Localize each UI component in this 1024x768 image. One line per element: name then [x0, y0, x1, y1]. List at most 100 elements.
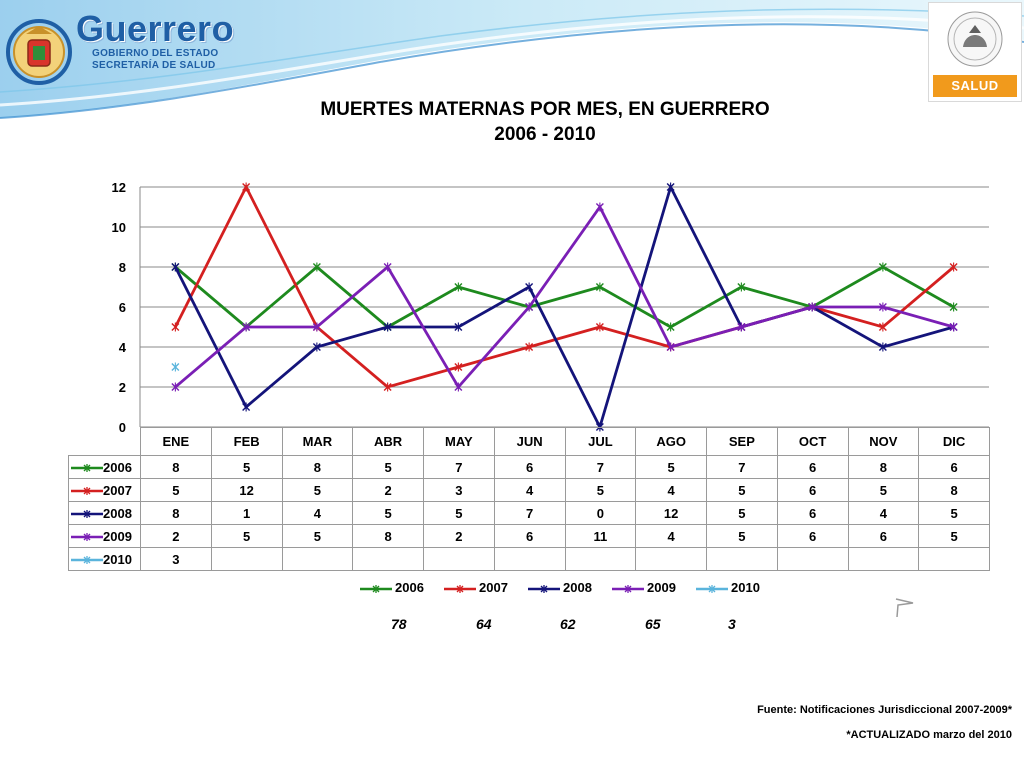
table-cell: 6 — [847, 524, 920, 548]
title-line-2: 2006 - 2010 — [494, 124, 596, 145]
yearly-totals: 78 64 62 65 3 — [0, 616, 1024, 636]
table-cell: 7 — [706, 455, 778, 479]
salud-label: SALUD — [933, 75, 1017, 97]
data-point — [171, 362, 180, 372]
y-tick-label: 10 — [112, 220, 126, 235]
data-point — [242, 402, 251, 412]
series-2007 — [171, 182, 958, 392]
table-cell: 8 — [847, 455, 920, 479]
series-key-icon — [71, 464, 103, 473]
legend-key-icon — [444, 584, 476, 593]
series-line — [174, 183, 955, 431]
column-header: OCT — [776, 427, 849, 456]
column-header: MAR — [281, 427, 354, 456]
series-key-icon — [71, 510, 103, 519]
table-cell — [706, 547, 778, 571]
table-cell: 2 — [140, 524, 212, 548]
logo-wordmark: Guerrero — [76, 8, 235, 49]
data-point — [383, 322, 392, 332]
data-point — [949, 322, 958, 332]
table-cell: 2 — [352, 478, 424, 502]
data-point — [454, 382, 463, 392]
data-table: ENE FEB MAR ABR MAY JUN JUL AGO SEP OCT NOV DIC 2006… — [68, 427, 990, 571]
year-total: 64 — [476, 616, 492, 632]
table-cell: 4 — [281, 501, 354, 525]
data-point — [949, 302, 958, 312]
table-cell: 7 — [423, 455, 495, 479]
series-line — [174, 204, 955, 390]
table-cell: 6 — [493, 455, 566, 479]
table-cell: 8 — [352, 524, 424, 548]
data-point — [666, 322, 675, 332]
data-point — [525, 302, 534, 312]
data-point — [454, 282, 463, 292]
y-tick-label: 6 — [119, 300, 126, 315]
table-cell: 8 — [918, 478, 990, 502]
table-cell: 5 — [352, 455, 424, 479]
row-header: 2008 — [68, 501, 141, 525]
data-point — [171, 322, 180, 332]
legend-label: 2006 — [395, 580, 424, 595]
data-point — [312, 322, 321, 332]
data-point — [666, 342, 675, 352]
table-cell: 5 — [281, 524, 354, 548]
legend-key-icon — [360, 584, 392, 593]
national-seal-icon — [947, 11, 1003, 67]
title-line-1: MUERTES MATERNAS POR MES, EN GUERRERO — [320, 99, 770, 120]
table-cell: 5 — [918, 501, 990, 525]
note-icon — [895, 598, 914, 618]
table-row: 2008 8 1 4 5 5 7 0 12 5 6 4 5 — [68, 501, 990, 525]
data-point — [808, 302, 817, 312]
table-cell: 8 — [140, 455, 212, 479]
update-note: *ACTUALIZADO marzo del 2010 — [846, 729, 1012, 741]
data-point — [383, 262, 392, 272]
legend-label: 2007 — [479, 580, 508, 595]
table-cell: 5 — [918, 524, 990, 548]
line-chart: 0 2 4 6 8 10 12 — [112, 180, 989, 432]
data-point — [242, 322, 251, 332]
row-header: 2010 — [68, 547, 141, 571]
data-point — [737, 282, 746, 292]
series-key-icon — [71, 487, 103, 496]
table-cell: 8 — [281, 455, 354, 479]
table-cell: 8 — [140, 501, 212, 525]
table-row: 2007 5 12 5 2 3 4 5 4 5 6 5 8 — [68, 478, 990, 502]
data-point — [171, 382, 180, 392]
table-cell: 5 — [140, 478, 212, 502]
legend-key-icon — [696, 584, 728, 593]
column-header: AGO — [635, 427, 707, 456]
table-cell — [423, 547, 495, 571]
legend-item: 2007 — [444, 580, 508, 595]
table-cell — [918, 547, 990, 571]
column-header: MAY — [423, 427, 495, 456]
data-point — [878, 262, 887, 272]
table-cell: 5 — [352, 501, 424, 525]
table-cell: 5 — [210, 524, 283, 548]
guerrero-logo: Guerrero GOBIERNO DEL ESTADO SECRETARÍA … — [6, 6, 234, 98]
column-header: ABR — [352, 427, 424, 456]
table-cell — [847, 547, 920, 571]
column-header: ENE — [140, 427, 212, 456]
table-cell: 6 — [776, 501, 849, 525]
state-seal-icon — [6, 19, 72, 85]
table-cell: 3 — [423, 478, 495, 502]
series-key-icon — [71, 556, 103, 565]
data-point — [383, 382, 392, 392]
table-cell: 5 — [847, 478, 920, 502]
table-cell: 2 — [423, 524, 495, 548]
table-cell: 5 — [706, 524, 778, 548]
table-cell — [635, 547, 707, 571]
table-cell: 4 — [635, 524, 707, 548]
table-corner — [69, 428, 141, 456]
series-name: 2006 — [103, 459, 132, 475]
data-point — [666, 182, 675, 192]
table-cell — [210, 547, 283, 571]
series-2009 — [171, 202, 958, 392]
data-point — [454, 362, 463, 372]
y-tick-label: 8 — [119, 260, 126, 275]
table-cell: 12 — [635, 501, 707, 525]
series-name: 2010 — [103, 551, 132, 567]
data-point — [525, 282, 534, 292]
data-point — [949, 262, 958, 272]
column-header: DIC — [918, 427, 990, 456]
